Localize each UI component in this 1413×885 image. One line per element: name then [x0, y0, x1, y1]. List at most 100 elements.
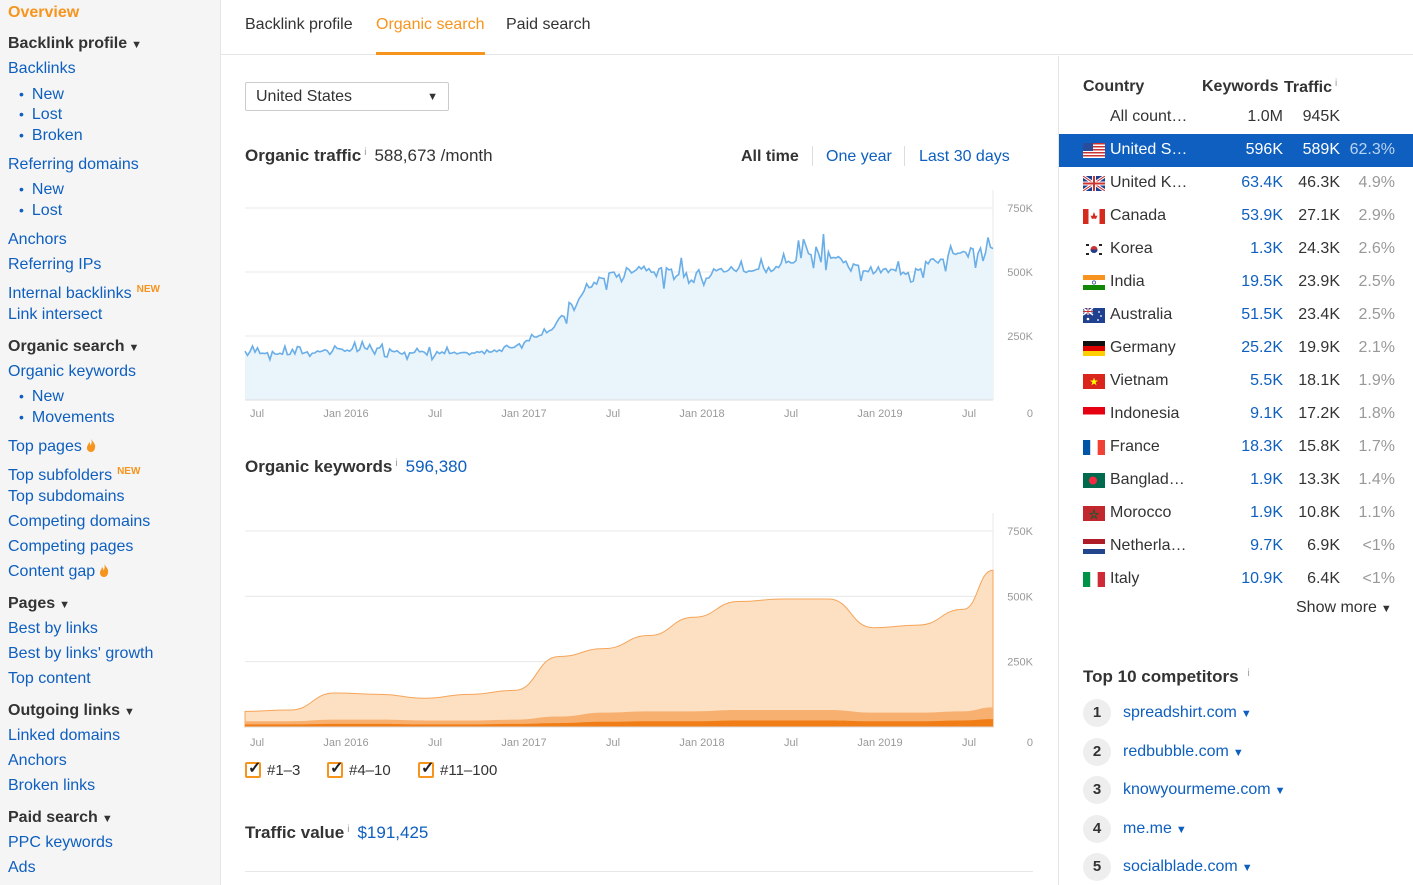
country-keywords[interactable]: 51.5K [1241, 306, 1283, 323]
country-row[interactable]: Banglad… 1.9K 13.3K 1.4% [1059, 464, 1413, 497]
country-row[interactable]: Netherla… 9.7K 6.9K <1% [1059, 530, 1413, 563]
competitor-domain-link[interactable]: redbubble.com [1123, 742, 1229, 760]
legend-4-10[interactable]: #4–10 [327, 758, 391, 779]
column-header-country[interactable]: Country [1083, 78, 1145, 95]
range-one-year[interactable]: One year [826, 148, 892, 165]
info-icon[interactable]: i [395, 458, 398, 469]
country-row-all[interactable]: All count… 1.0M 945K [1059, 101, 1413, 134]
sidebar-section-outgoing-links[interactable]: Outgoing links ▼ [8, 701, 135, 722]
sidebar-subitem-backlinks-broken[interactable]: • Broken [19, 125, 83, 146]
competitor-domain-link[interactable]: socialblade.com [1123, 858, 1238, 875]
sidebar-overview[interactable]: Overview [8, 4, 80, 21]
sidebar-item-internal-backlinks[interactable]: Internal backlinks NEW [8, 280, 160, 304]
sidebar-item-content-gap[interactable]: Content gap [8, 562, 109, 582]
sidebar-item-referring-ips[interactable]: Referring IPs [8, 256, 102, 273]
sidebar-item-competing-pages[interactable]: Competing pages [8, 538, 134, 555]
country-keywords[interactable]: 53.9K [1241, 207, 1283, 224]
sidebar-item-linked-domains[interactable]: Linked domains [8, 727, 121, 744]
country-keywords[interactable]: 18.3K [1241, 438, 1283, 455]
country-row[interactable]: Vietnam 5.5K 18.1K 1.9% [1059, 365, 1413, 398]
caret-down-icon[interactable]: ▼ [1241, 862, 1253, 874]
info-icon[interactable]: i [1247, 668, 1250, 679]
country-keywords[interactable]: 10.9K [1241, 570, 1283, 587]
caret-down-icon[interactable]: ▼ [1240, 708, 1252, 720]
info-icon[interactable]: i [364, 147, 367, 158]
sidebar-item-top-subdomains[interactable]: Top subdomains [8, 488, 125, 505]
legend-11-100[interactable]: #11–100 [418, 758, 498, 779]
competitor-domain-link[interactable]: spreadshirt.com [1123, 704, 1237, 721]
legend-top-3[interactable]: #1–3 [245, 758, 300, 779]
info-icon[interactable]: i [1335, 78, 1338, 89]
sidebar-item-broken-links[interactable]: Broken links [8, 777, 96, 794]
caret-down-icon[interactable]: ▼ [1274, 785, 1286, 797]
country-traffic: 6.9K [1307, 537, 1340, 554]
sidebar-subitem-backlinks-new[interactable]: • New [19, 84, 64, 105]
country-row[interactable]: Australia 51.5K 23.4K 2.5% [1059, 299, 1413, 332]
legend-label: #11–100 [440, 762, 498, 779]
country-row[interactable]: Morocco 1.9K 10.8K 1.1% [1059, 497, 1413, 530]
sidebar-subitem-ok-movements[interactable]: • Movements [19, 407, 115, 428]
tab-paid-search[interactable]: Paid search [506, 16, 591, 33]
sidebar-item-best-by-links[interactable]: Best by links [8, 620, 98, 637]
country-row[interactable]: Korea 1.3K 24.3K 2.6% [1059, 233, 1413, 266]
country-row[interactable]: France 18.3K 15.8K 1.7% [1059, 431, 1413, 464]
country-keywords[interactable]: 596K [1245, 141, 1283, 158]
info-icon[interactable]: i [347, 824, 350, 835]
sidebar-subitem-ok-new[interactable]: • New [19, 386, 64, 407]
sidebar-item-organic-keywords[interactable]: Organic keywords [8, 363, 137, 380]
column-header-keywords[interactable]: Keywords [1202, 78, 1279, 95]
sidebar-item-ppc-keywords[interactable]: PPC keywords [8, 834, 113, 851]
country-row[interactable]: India 19.5K 23.9K 2.5% [1059, 266, 1413, 299]
traffic-value-value[interactable]: $191,425 [357, 823, 429, 842]
sidebar-subitem-rd-new[interactable]: • New [19, 179, 64, 200]
sidebar-item-ads[interactable]: Ads [8, 859, 36, 876]
country-keywords[interactable]: 19.5K [1241, 273, 1283, 290]
sidebar-item-best-by-links-growth[interactable]: Best by links' growth [8, 645, 154, 662]
traffic-line [244, 234, 994, 363]
sidebar-item-top-pages[interactable]: Top pages [8, 437, 96, 457]
country-select[interactable]: United States ▼ [245, 82, 449, 111]
country-row[interactable]: Indonesia 9.1K 17.2K 1.8% [1059, 398, 1413, 431]
country-row[interactable]: Italy 10.9K 6.4K <1% [1059, 563, 1413, 596]
sidebar-section-label: Outgoing links [8, 702, 120, 719]
sidebar-item-anchors[interactable]: Anchors [8, 231, 67, 248]
country-keywords[interactable]: 1.9K [1250, 504, 1283, 521]
country-row[interactable]: Germany 25.2K 19.9K 2.1% [1059, 332, 1413, 365]
country-keywords[interactable]: 1.3K [1250, 240, 1283, 257]
sidebar-item-competing-domains[interactable]: Competing domains [8, 513, 151, 530]
sidebar-section-organic-search[interactable]: Organic search ▼ [8, 337, 139, 358]
sidebar-item-top-content[interactable]: Top content [8, 670, 91, 687]
sidebar-section-paid-search[interactable]: Paid search ▼ [8, 808, 113, 829]
country-keywords[interactable]: 9.7K [1250, 537, 1283, 554]
caret-down-icon[interactable]: ▼ [1232, 746, 1244, 759]
country-keywords[interactable]: 1.9K [1250, 471, 1283, 488]
sidebar-section-pages[interactable]: Pages ▼ [8, 594, 70, 615]
sidebar-section-backlink-profile[interactable]: Backlink profile ▼ [8, 34, 142, 55]
x-tick-label: Jan 2018 [679, 408, 724, 420]
country-keywords[interactable]: 5.5K [1250, 372, 1283, 389]
country-keywords[interactable]: 25.2K [1241, 339, 1283, 356]
column-header-traffic[interactable]: Traffic i [1284, 78, 1337, 97]
show-more-button[interactable]: Show more ▼ [1296, 599, 1392, 617]
organic-keywords-value[interactable]: 596,380 [405, 457, 468, 476]
country-keywords[interactable]: 63.4K [1241, 174, 1283, 191]
sidebar-subitem-rd-lost[interactable]: • Lost [19, 200, 62, 221]
country-row[interactable]: Canada 53.9K 27.1K 2.9% [1059, 200, 1413, 233]
tab-organic-search[interactable]: Organic search [376, 16, 485, 55]
sidebar-subitem-backlinks-lost[interactable]: • Lost [19, 104, 62, 125]
tab-backlink-profile[interactable]: Backlink profile [245, 16, 353, 33]
competitor-domain-link[interactable]: knowyourmeme.com [1123, 781, 1271, 798]
sidebar-item-outgoing-anchors[interactable]: Anchors [8, 752, 67, 769]
sidebar-item-backlinks[interactable]: Backlinks [8, 60, 76, 77]
sidebar-item-top-subfolders[interactable]: Top subfolders NEW [8, 462, 140, 486]
range-all-time[interactable]: All time [741, 148, 799, 165]
country-row[interactable]: United S… 596K 589K 62.3% [1059, 134, 1413, 167]
competitor-domain-link[interactable]: me.me [1123, 819, 1172, 837]
country-keywords[interactable]: 9.1K [1250, 405, 1283, 422]
sidebar-item-referring-domains[interactable]: Referring domains [8, 156, 139, 173]
range-last-30-days[interactable]: Last 30 days [919, 148, 1010, 165]
caret-down-icon[interactable]: ▼ [1175, 823, 1187, 836]
vietnam-flag-icon [1083, 374, 1105, 389]
sidebar-item-link-intersect[interactable]: Link intersect [8, 306, 103, 323]
country-row[interactable]: United K… 63.4K 46.3K 4.9% [1059, 167, 1413, 200]
